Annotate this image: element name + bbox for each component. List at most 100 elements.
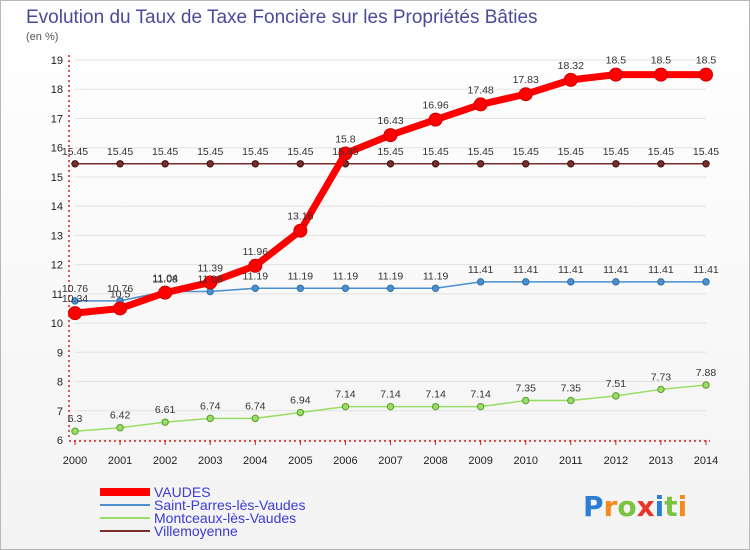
data-label: 6.3 [68,413,83,425]
data-label: 7.51 [606,378,627,390]
data-label: 15.45 [152,146,178,158]
data-point [113,301,128,316]
data-label: 11.41 [693,264,719,276]
data-point [702,278,710,286]
data-label: 16.96 [422,100,448,112]
data-point [702,381,710,389]
data-point [612,278,620,286]
data-label: 16.43 [377,115,403,127]
data-label: 15.45 [468,146,494,158]
data-label: 11.41 [603,264,629,276]
data-label: 17.48 [468,84,494,96]
data-label: 11.41 [648,264,674,276]
data-point [161,160,169,168]
data-point [116,160,124,168]
x-tick-label: 2009 [468,455,492,467]
data-label: 15.45 [332,146,358,158]
data-point [251,414,259,423]
data-label: 11.41 [558,264,584,276]
chart-title: Evolution du Taux de Taxe Foncière sur l… [26,7,538,28]
data-labels: 15.45 15.45 15.45 15.45 15.45 15.45 15.45 15.45… [62,55,719,426]
x-tick-labels: 2000 2001 2002 2003 2004 2005 2006 2007 2008 2009… [63,455,718,467]
data-label: 7.73 [651,371,672,383]
x-tick-label: 2006 [333,455,357,467]
data-point [251,160,259,168]
data-point [116,424,124,432]
data-point [338,146,353,161]
x-tick-label: 2004 [243,455,267,467]
data-point [522,278,530,286]
data-point [699,67,713,82]
axes [68,55,710,445]
y-tick-label: 15 [51,172,63,184]
y-tick-label: 18 [51,84,63,96]
data-point [522,160,530,168]
data-label: 7.14 [335,389,356,401]
data-label: 7.14 [470,389,491,401]
data-label: 15.45 [62,146,88,158]
data-point [612,392,620,400]
data-label: 10.76 [62,283,88,295]
data-point [522,396,530,405]
x-tick-label: 2008 [423,455,447,467]
legend-label: VAUDES [154,484,211,500]
data-label: 18.5 [606,55,627,67]
data-point [431,402,440,411]
x-tick-label: 2010 [513,455,537,467]
data-point [158,285,173,300]
data-label: 11.19 [423,270,449,282]
data-label: 11.41 [513,264,539,276]
data-label: 13.16 [287,211,313,223]
data-label: 10.34 [62,293,88,305]
data-label: 11.41 [468,264,494,276]
x-tick-label: 2001 [108,455,132,467]
data-label: 15.45 [242,146,268,158]
series-group [68,67,713,435]
data-label: 6.61 [155,404,176,416]
x-tick-label: 2014 [694,455,718,467]
data-label: 15.45 [648,146,674,158]
x-tick-label: 2012 [604,455,628,467]
data-label: 7.35 [561,383,582,395]
data-point [428,112,443,127]
data-point [476,278,485,286]
x-tick-label: 2007 [378,455,402,467]
data-label: 15.8 [335,134,356,146]
x-tick-label: 2002 [153,455,177,467]
data-point [293,223,308,238]
data-point [476,402,485,411]
x-tick-label: 2013 [649,455,673,467]
y-tick-label: 17 [51,113,63,125]
data-point [476,160,485,168]
data-point [702,160,710,168]
data-point [248,258,263,273]
data-point [386,402,395,411]
x-tick-label: 2005 [288,455,312,467]
legend-label: Montceaux-lès-Vaudes [154,510,296,526]
x-tick-label: 2000 [63,455,87,467]
data-label: 11.04 [152,273,178,285]
data-point [296,284,305,292]
data-point [612,160,620,168]
proxiti-logo: Proxiti [583,490,687,523]
data-label: 15.45 [558,146,584,158]
y-tick-labels: 6 7 8 9 10 11 12 13 14 15 16 17 18 19 [51,55,63,447]
data-label: 15.45 [603,146,629,158]
chart-unit: (en %) [26,31,58,43]
data-label: 18.32 [558,60,584,72]
y-tick-label: 19 [51,55,63,67]
data-label: 15.45 [377,146,403,158]
y-tick-label: 16 [51,143,63,155]
data-label: 6.94 [290,395,311,407]
data-point [431,284,440,292]
legend: VAUDESSaint-Parres-lès-VaudesMontceaux-l… [100,484,305,539]
data-label: 15.45 [107,146,133,158]
data-point [206,160,214,168]
data-point [161,418,169,426]
data-label: 11.19 [288,270,314,282]
y-tick-label: 13 [51,230,63,242]
data-label: 11.08 [197,274,223,286]
data-label: 11.96 [243,246,269,258]
